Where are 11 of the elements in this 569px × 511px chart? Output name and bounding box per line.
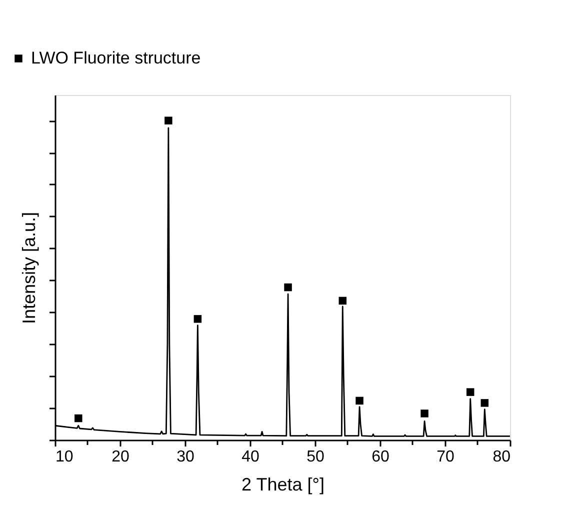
legend-label: LWO Fluorite structure: [31, 48, 201, 68]
x-tick-label: 80: [492, 448, 511, 466]
x-tick-label: 40: [242, 448, 260, 466]
x-tick-label: 20: [112, 448, 130, 466]
x-tick-label: 10: [56, 448, 74, 466]
x-tick-label: 60: [372, 448, 390, 466]
x-tick-label: 50: [306, 448, 324, 466]
x-tick-label: 70: [436, 448, 454, 466]
y-axis-title: Intensity [a.u.]: [18, 212, 39, 324]
x-axis-title: 2 Theta [°]: [242, 474, 324, 494]
x-tick-label: 30: [176, 448, 194, 466]
